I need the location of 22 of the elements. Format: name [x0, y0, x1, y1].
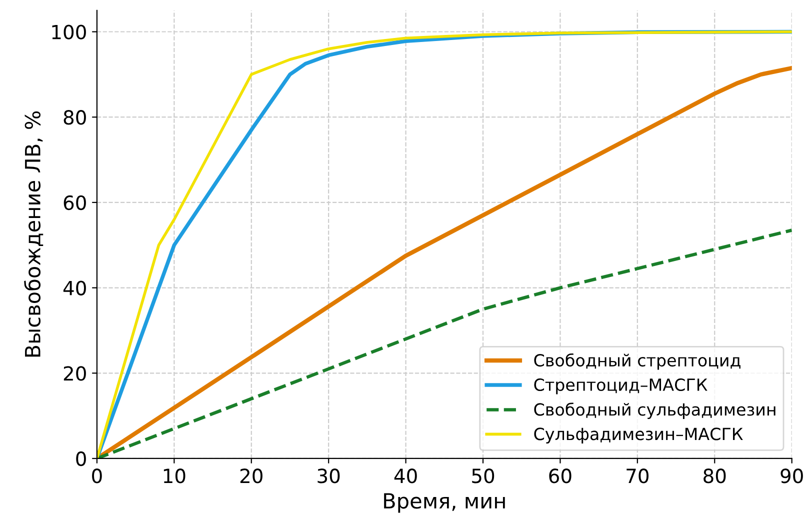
x-tick-label: 60 [549, 468, 572, 484]
legend-label: Стрептоцид–МАСГК [534, 378, 708, 394]
x-tick-label: 80 [704, 468, 726, 484]
legend-label: Свободный сульфадимезин [534, 402, 776, 420]
x-tick-label: 40 [394, 468, 417, 484]
x-tick-label: 90 [780, 468, 803, 484]
x-axis-title: Время, мин [384, 493, 505, 513]
x-tick-label: 70 [626, 468, 648, 484]
y-tick-label: 60 [64, 195, 86, 210]
x-tick-label: 10 [164, 468, 186, 484]
y-tick-label: 40 [63, 280, 86, 296]
x-tick-label: 50 [472, 468, 494, 484]
y-tick-label: 20 [64, 366, 86, 381]
x-tick-label: 30 [318, 468, 340, 484]
x-tick-label: 0 [92, 468, 102, 484]
legend-label: Сульфадимезин–МАСГК [534, 428, 743, 444]
legend-label: Свободный стрептоцид [534, 353, 740, 370]
y-tick-label: 80 [64, 110, 86, 125]
y-tick-label: 100 [52, 24, 86, 40]
x-tick-label: 20 [240, 468, 262, 484]
y-axis-title: Высвобождение ЛВ, % [24, 111, 44, 357]
y-tick-label: 0 [76, 451, 86, 466]
